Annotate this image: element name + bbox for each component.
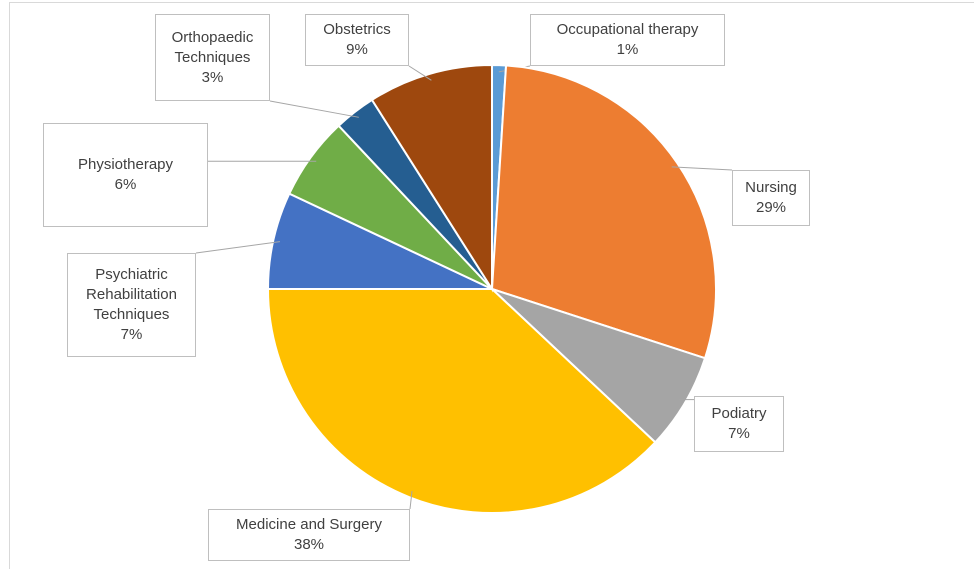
category-label: Obstetrics <box>323 21 391 38</box>
value-label: 7% <box>728 425 750 442</box>
category-label: Psychiatric Rehabilitation Techniques <box>86 266 177 323</box>
leader-line <box>195 241 281 254</box>
value-label: 29% <box>755 199 787 216</box>
data-label: Occupational therapy 1% <box>530 14 725 66</box>
pie-slice <box>370 63 493 293</box>
category-label: Physiotherapy <box>77 156 174 173</box>
category-label: Medicine and Surgery <box>236 516 382 533</box>
category-label: Podiatry <box>711 405 767 422</box>
value-label: 1% <box>616 41 639 58</box>
leader-line <box>671 166 733 171</box>
chart-frame <box>9 2 974 569</box>
value-label: 38% <box>293 536 325 553</box>
data-label: Orthopaedic Techniques 3% <box>155 14 270 101</box>
data-label: Medicine and Surgery 38% <box>208 509 410 561</box>
category-label: Nursing <box>745 179 797 196</box>
data-label: Podiatry 7% <box>694 396 784 452</box>
leader-line <box>408 65 432 81</box>
value-label: 7% <box>120 326 143 343</box>
category-label: Occupational therapy <box>556 21 699 38</box>
data-label: Physiotherapy 6% <box>43 123 208 227</box>
value-label: 9% <box>346 41 368 58</box>
data-label: Psychiatric Rehabilitation Techniques 7% <box>67 253 196 357</box>
value-label: 3% <box>201 68 224 86</box>
pie-slice <box>266 288 657 514</box>
leader-line <box>409 490 413 510</box>
data-label: Nursing 29% <box>732 170 810 226</box>
pie-slice <box>490 64 717 360</box>
value-label: 6% <box>114 176 137 193</box>
data-label: Obstetrics 9% <box>305 14 409 66</box>
category-label: Orthopaedic Techniques <box>171 28 254 66</box>
leader-line <box>269 100 359 118</box>
